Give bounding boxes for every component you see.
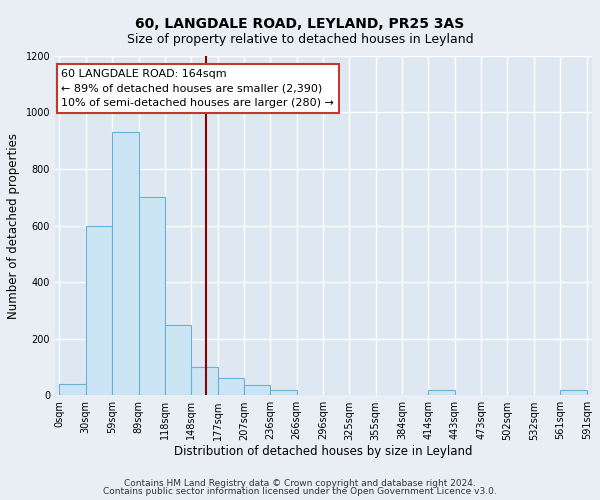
Y-axis label: Number of detached properties: Number of detached properties [7,132,20,318]
Bar [191,367,218,396]
Bar [165,324,191,396]
Bar [218,378,244,396]
Bar [560,390,587,396]
Bar [59,384,86,396]
Text: Size of property relative to detached houses in Leyland: Size of property relative to detached ho… [127,32,473,46]
Bar [428,390,455,396]
Text: 60 LANGDALE ROAD: 164sqm
← 89% of detached houses are smaller (2,390)
10% of sem: 60 LANGDALE ROAD: 164sqm ← 89% of detach… [61,68,334,108]
Text: 60, LANGDALE ROAD, LEYLAND, PR25 3AS: 60, LANGDALE ROAD, LEYLAND, PR25 3AS [136,18,464,32]
Text: Contains HM Land Registry data © Crown copyright and database right 2024.: Contains HM Land Registry data © Crown c… [124,478,476,488]
Bar [244,386,270,396]
Bar [112,132,139,396]
Bar [270,390,296,396]
X-axis label: Distribution of detached houses by size in Leyland: Distribution of detached houses by size … [174,445,473,458]
Text: Contains public sector information licensed under the Open Government Licence v3: Contains public sector information licen… [103,487,497,496]
Bar [86,226,112,396]
Bar [139,198,165,396]
